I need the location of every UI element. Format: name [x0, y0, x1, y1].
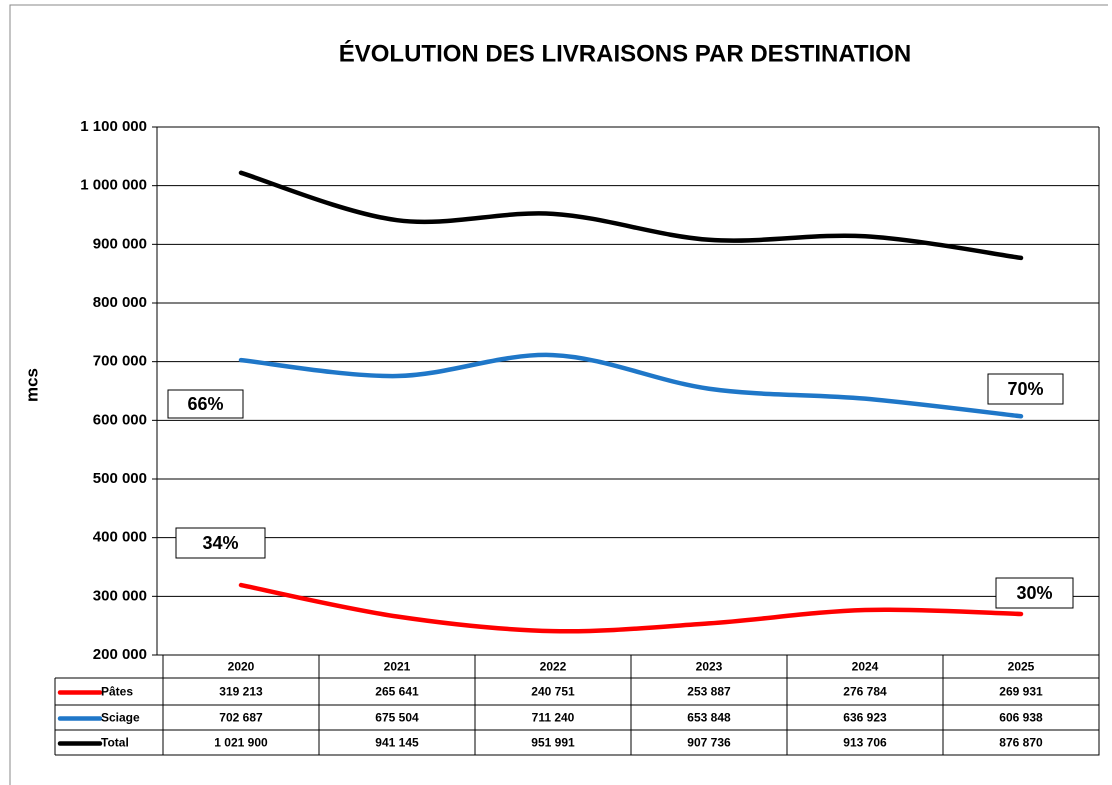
table-value: 265 641 [375, 685, 419, 699]
table-value: 913 706 [843, 736, 887, 750]
table-value: 1 021 900 [214, 736, 268, 750]
annotation-box [995, 577, 1074, 609]
y-tick-label: 300 000 [93, 587, 147, 604]
annotation: 30% [1016, 583, 1052, 603]
chart-title: ÉVOLUTION DES LIVRAISONS PAR DESTINATION [339, 39, 911, 67]
table-header: 2021 [384, 660, 411, 674]
table-value: 253 887 [687, 685, 731, 699]
table-value: 675 504 [375, 711, 419, 725]
table-header: 2025 [1008, 660, 1035, 674]
legend-label: Total [101, 736, 129, 750]
y-axis-label: mcs [22, 368, 41, 402]
table-value: 240 751 [531, 685, 575, 699]
table-value: 269 931 [999, 685, 1043, 699]
annotation: 66% [187, 394, 223, 414]
y-tick-label: 600 000 [93, 411, 147, 428]
legend-label: Pâtes [101, 685, 133, 699]
table-value: 702 687 [219, 711, 263, 725]
table-value: 711 240 [532, 711, 575, 725]
y-tick-label: 400 000 [93, 529, 147, 546]
y-tick-label: 1 100 000 [80, 118, 147, 135]
table-value: 319 213 [219, 685, 263, 699]
annotation: 70% [1007, 379, 1043, 399]
table-header: 2020 [228, 660, 255, 674]
table-value: 907 736 [687, 736, 731, 750]
table-value: 941 145 [375, 736, 419, 750]
annotation: 34% [202, 533, 238, 553]
y-tick-label: 700 000 [93, 353, 147, 370]
table-value: 876 870 [999, 736, 1043, 750]
y-tick-label: 900 000 [93, 235, 147, 252]
table-value: 276 784 [843, 685, 887, 699]
table-header: 2024 [852, 660, 879, 674]
table-header: 2022 [540, 660, 567, 674]
y-tick-label: 1 000 000 [80, 177, 147, 194]
table-header: 2023 [696, 660, 723, 674]
annotation-box [987, 373, 1064, 405]
table-value: 951 991 [531, 736, 575, 750]
series-line [238, 352, 1024, 419]
y-tick-label: 500 000 [93, 470, 147, 487]
table-value: 606 938 [999, 711, 1043, 725]
table-value: 636 923 [843, 711, 887, 725]
series-line [238, 582, 1024, 634]
annotation-box [175, 527, 266, 559]
table-value: 653 848 [687, 711, 731, 725]
frame [9, 4, 1108, 785]
y-tick-label: 200 000 [93, 646, 147, 663]
legend-label: Sciage [101, 711, 140, 725]
y-tick-label: 800 000 [93, 294, 147, 311]
annotation-box [167, 389, 244, 419]
series-line [238, 170, 1024, 261]
